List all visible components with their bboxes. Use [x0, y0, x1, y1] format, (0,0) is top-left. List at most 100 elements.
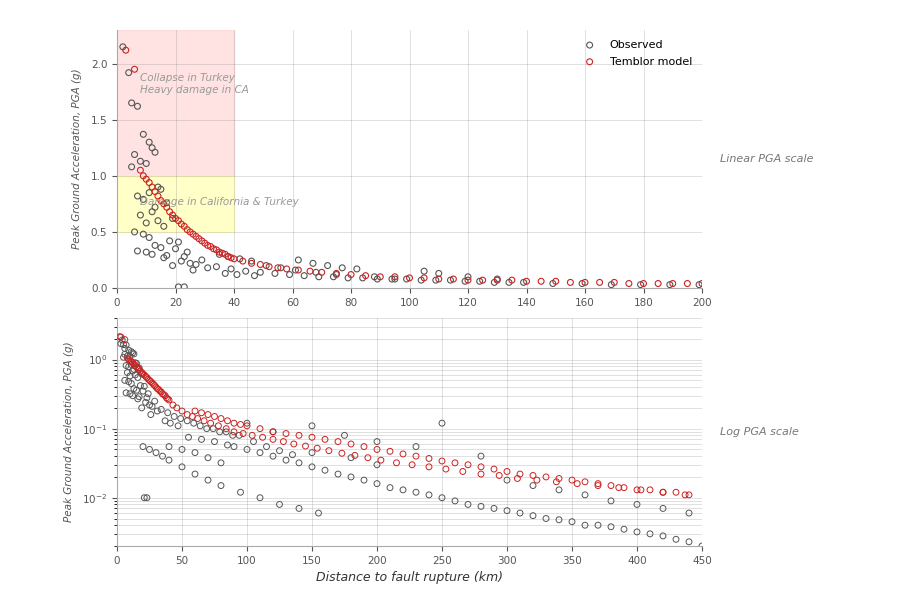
Point — [285, 450, 300, 460]
Point — [158, 391, 172, 400]
Temblor model — [162, 207, 176, 217]
Point — [405, 460, 419, 470]
Point — [318, 466, 332, 475]
Temblor model — [224, 253, 238, 263]
Temblor model — [519, 277, 534, 286]
Observed — [145, 207, 159, 217]
Point — [197, 416, 211, 425]
Observed — [311, 272, 326, 281]
Point — [226, 431, 240, 440]
Point — [113, 332, 128, 342]
Point — [132, 365, 147, 374]
Temblor model — [373, 272, 387, 281]
Observed — [162, 236, 176, 245]
Point — [125, 391, 140, 400]
Observed — [238, 266, 253, 276]
Point — [338, 431, 352, 440]
Point — [279, 455, 293, 465]
Point — [590, 479, 605, 488]
Observed — [124, 162, 139, 172]
Point — [473, 469, 488, 479]
Observed — [171, 237, 185, 247]
Point — [163, 418, 177, 428]
Temblor model — [157, 199, 171, 209]
Point — [180, 416, 194, 425]
Point — [253, 424, 267, 433]
Temblor model — [262, 262, 276, 271]
Observed — [428, 275, 443, 285]
Observed — [136, 194, 150, 204]
Point — [526, 470, 540, 480]
Text: Damage in California & Turkey: Damage in California & Turkey — [140, 197, 299, 206]
Point — [266, 451, 280, 461]
Observed — [662, 280, 677, 289]
Observed — [329, 270, 344, 280]
Point — [630, 500, 644, 509]
Point — [473, 451, 488, 461]
Point — [266, 434, 280, 444]
Point — [185, 412, 200, 421]
Temblor model — [315, 268, 329, 277]
Point — [158, 416, 172, 425]
Temblor model — [578, 278, 592, 287]
Observed — [604, 280, 618, 289]
Point — [167, 412, 182, 421]
Point — [552, 485, 566, 494]
Point — [233, 419, 248, 429]
Observed — [128, 227, 142, 237]
Temblor model — [128, 64, 142, 74]
Point — [136, 386, 150, 396]
Temblor model — [592, 278, 607, 287]
Observed — [491, 274, 505, 284]
Observed — [166, 261, 180, 271]
Observed — [186, 265, 201, 275]
Temblor model — [180, 225, 194, 235]
Point — [634, 485, 648, 494]
Observed — [349, 264, 364, 274]
Point — [128, 370, 142, 380]
Observed — [385, 274, 400, 284]
Point — [473, 502, 488, 511]
Point — [604, 522, 618, 532]
Temblor model — [279, 264, 293, 274]
Temblor model — [432, 274, 446, 284]
Point — [150, 384, 165, 394]
Observed — [150, 182, 166, 192]
Point — [141, 389, 156, 398]
Point — [487, 503, 501, 513]
Point — [124, 347, 139, 356]
Point — [148, 382, 163, 392]
Point — [510, 473, 525, 483]
Point — [134, 368, 148, 377]
Temblor model — [417, 273, 431, 283]
Point — [409, 487, 423, 497]
Observed — [175, 256, 189, 266]
Point — [361, 453, 375, 463]
Temblor model — [680, 279, 695, 289]
Point — [253, 493, 267, 503]
Point — [435, 418, 449, 428]
Point — [266, 427, 280, 437]
Point — [145, 401, 159, 411]
Point — [132, 363, 147, 373]
Point — [166, 400, 180, 410]
Point — [122, 377, 136, 386]
Observed — [130, 191, 145, 201]
Point — [188, 469, 202, 479]
Point — [656, 487, 670, 497]
Temblor model — [461, 275, 475, 285]
Temblor model — [329, 269, 344, 278]
Temblor model — [253, 260, 267, 269]
Point — [321, 446, 336, 455]
Point — [233, 487, 248, 497]
Temblor model — [177, 221, 192, 231]
Observed — [168, 244, 183, 254]
Point — [128, 358, 142, 368]
Observed — [487, 278, 501, 287]
Point — [136, 369, 150, 379]
Point — [156, 451, 170, 461]
Observed — [283, 270, 297, 280]
Point — [162, 442, 176, 451]
Observed — [248, 271, 262, 280]
Point — [121, 353, 135, 363]
